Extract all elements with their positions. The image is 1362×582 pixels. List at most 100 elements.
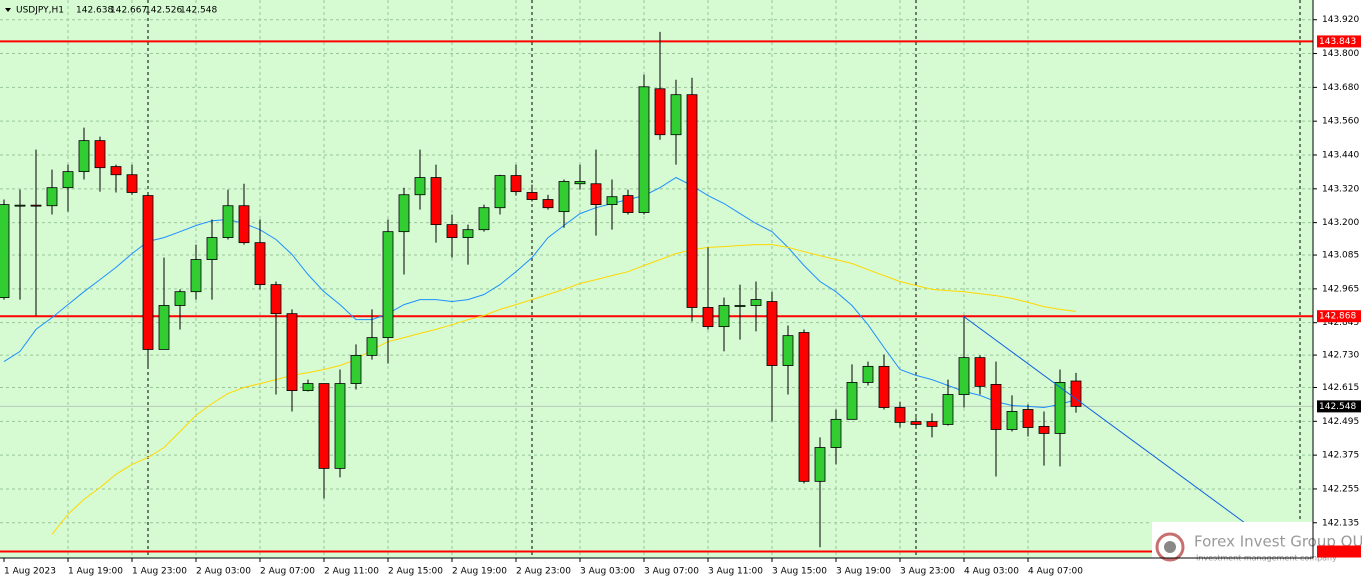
candle-body	[430, 177, 442, 226]
candle-body	[1038, 425, 1050, 434]
candle-body	[878, 365, 890, 408]
price-tag-label: 143.843	[1319, 37, 1356, 47]
candle-body	[190, 259, 202, 293]
candle-body	[942, 394, 954, 425]
candle-body	[46, 187, 58, 207]
moving-average	[51, 244, 1077, 535]
x-tick-label: 4 Aug 03:00	[964, 567, 1019, 577]
candle-body	[910, 421, 922, 425]
candle-body	[206, 237, 218, 260]
header-arrow	[5, 8, 11, 12]
x-tick-label: 3 Aug 19:00	[836, 567, 891, 577]
candle-body	[590, 183, 602, 205]
candle-body	[494, 175, 506, 209]
candle-body	[574, 181, 586, 185]
candle-body	[814, 447, 826, 482]
y-tick-label: 143.320	[1322, 184, 1359, 194]
candle-body	[606, 196, 618, 206]
y-tick-label: 142.965	[1322, 284, 1359, 294]
header-close: 142.548	[180, 6, 217, 16]
candle-body	[462, 229, 474, 238]
candle-body	[126, 174, 138, 193]
candle-body	[990, 383, 1002, 430]
y-tick-label: 142.730	[1322, 351, 1359, 361]
x-tick-label: 2 Aug 03:00	[196, 567, 251, 577]
y-tick-label: 142.255	[1322, 484, 1359, 494]
candle-body	[846, 382, 858, 420]
header: USDJPY,H1 142.638 142.667 142.526 142.54…	[5, 6, 217, 16]
price-tag	[1317, 310, 1361, 323]
candle-body	[654, 88, 666, 136]
candle-body	[158, 305, 170, 350]
current-price-label: 142.548	[1319, 402, 1356, 412]
y-tick-label: 143.800	[1322, 49, 1359, 59]
candle-body	[1022, 409, 1034, 428]
x-tick-label: 3 Aug 03:00	[580, 567, 635, 577]
x-tick-label: 1 Aug 2023	[4, 567, 56, 577]
candle-body	[478, 207, 490, 231]
candle-body	[174, 291, 186, 306]
candle-body	[14, 204, 26, 207]
x-tick-label: 3 Aug 23:00	[900, 567, 955, 577]
candle-body	[94, 140, 106, 169]
watermark-logo-core	[1164, 541, 1176, 553]
candle-body	[238, 205, 250, 244]
x-tick-label: 2 Aug 07:00	[260, 567, 315, 577]
candle-body	[318, 383, 330, 469]
candle-body	[542, 199, 554, 209]
header-low: 142.526	[145, 6, 182, 16]
candle-body	[798, 332, 810, 482]
candle-body	[1054, 382, 1066, 434]
current-price-tag	[1317, 400, 1361, 413]
y-tick-label: 142.845	[1322, 318, 1359, 328]
candle-body	[270, 284, 282, 315]
candle-body	[30, 204, 42, 207]
candle-body	[686, 94, 698, 308]
x-tick-label: 3 Aug 11:00	[708, 567, 763, 577]
candle-body	[622, 195, 634, 213]
candle-body	[110, 166, 122, 176]
y-tick-label: 143.680	[1322, 83, 1359, 93]
x-tick-label: 1 Aug 23:00	[132, 567, 187, 577]
candle-body	[222, 205, 234, 238]
candle-body	[670, 94, 682, 136]
candle-body	[382, 231, 394, 339]
candle-body	[734, 305, 746, 307]
candle-body	[862, 365, 874, 383]
price-tag	[1317, 35, 1361, 48]
moving-average	[3, 176, 1077, 409]
candle-body	[510, 175, 522, 193]
y-tick-label: 142.495	[1322, 417, 1359, 427]
x-tick-label: 2 Aug 15:00	[388, 567, 443, 577]
candle-body	[0, 204, 10, 299]
candle-body	[1006, 411, 1018, 430]
candle-body	[142, 195, 154, 350]
x-tick-label: 2 Aug 11:00	[324, 567, 379, 577]
y-tick-label: 142.375	[1322, 451, 1359, 461]
candle-body	[414, 177, 426, 196]
candle-body	[958, 357, 970, 395]
candle-body	[302, 383, 314, 391]
x-tick-label: 4 Aug 07:00	[1028, 567, 1083, 577]
candle-body	[350, 354, 362, 384]
x-tick-label: 2 Aug 23:00	[516, 567, 571, 577]
candle-body	[974, 357, 986, 387]
candle-body	[62, 171, 74, 189]
candle-body	[558, 181, 570, 213]
x-tick-label: 3 Aug 15:00	[772, 567, 827, 577]
y-tick-label: 143.440	[1322, 151, 1359, 161]
y-tick-label: 143.085	[1322, 251, 1359, 261]
candle-body	[638, 86, 650, 213]
trend-line	[962, 315, 1246, 524]
candle-body	[1070, 380, 1082, 407]
x-tick-label: 3 Aug 07:00	[644, 567, 699, 577]
candle-body	[78, 140, 90, 173]
candle-body	[894, 407, 906, 423]
candle-body	[254, 242, 266, 286]
x-tick-label: 2 Aug 19:00	[452, 567, 507, 577]
y-tick-label: 143.920	[1322, 15, 1359, 25]
candle-body	[366, 337, 378, 356]
candle-body	[286, 313, 298, 391]
candle-body	[830, 418, 842, 448]
